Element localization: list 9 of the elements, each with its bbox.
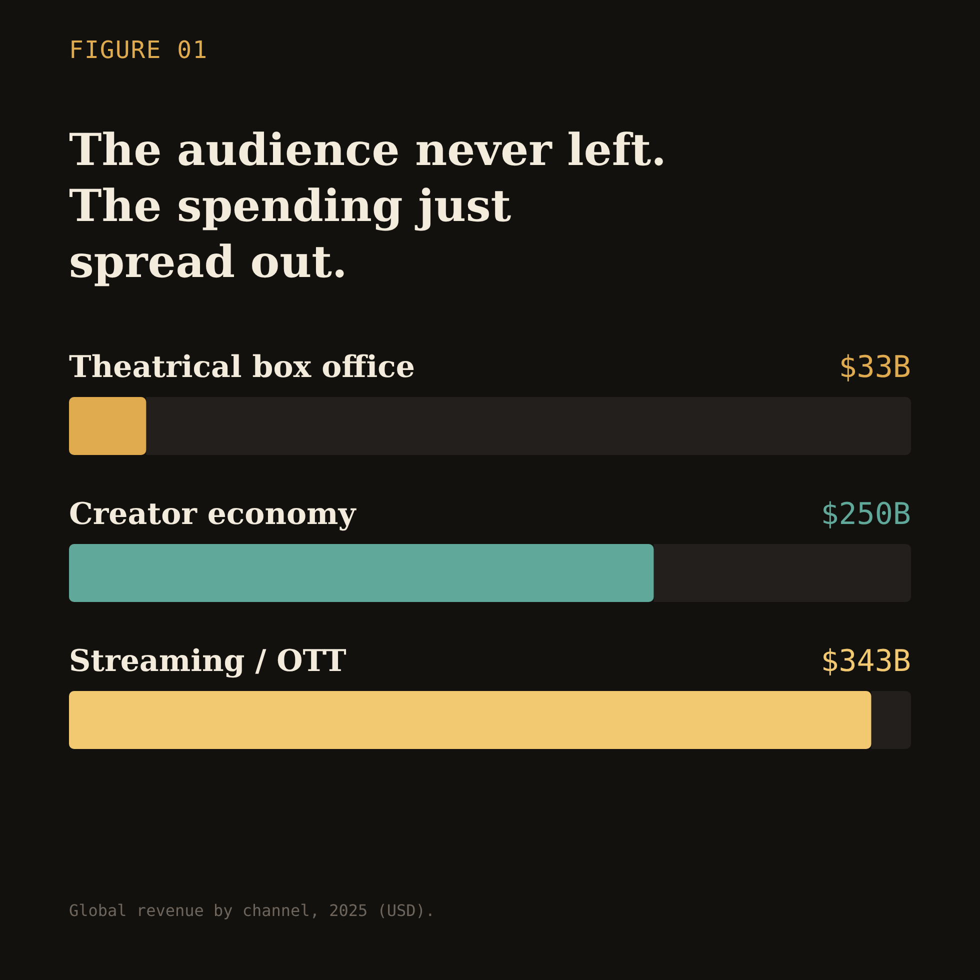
chart-title: The audience never left. The spending just spread out. <box>69 125 666 288</box>
y-tick-label: Theatrical box office <box>69 350 415 385</box>
data-label: $250B <box>820 497 911 532</box>
data-label: $343B <box>820 644 911 679</box>
chart-subtitle: FIGURE 01 <box>69 36 208 64</box>
text: Global revenue by channel, 2025 (USD). <box>69 901 436 920</box>
data-label: $33B <box>838 350 911 385</box>
y-tick-label: Streaming / OTT <box>69 644 348 679</box>
y-tick-label: Creator economy <box>69 497 358 532</box>
